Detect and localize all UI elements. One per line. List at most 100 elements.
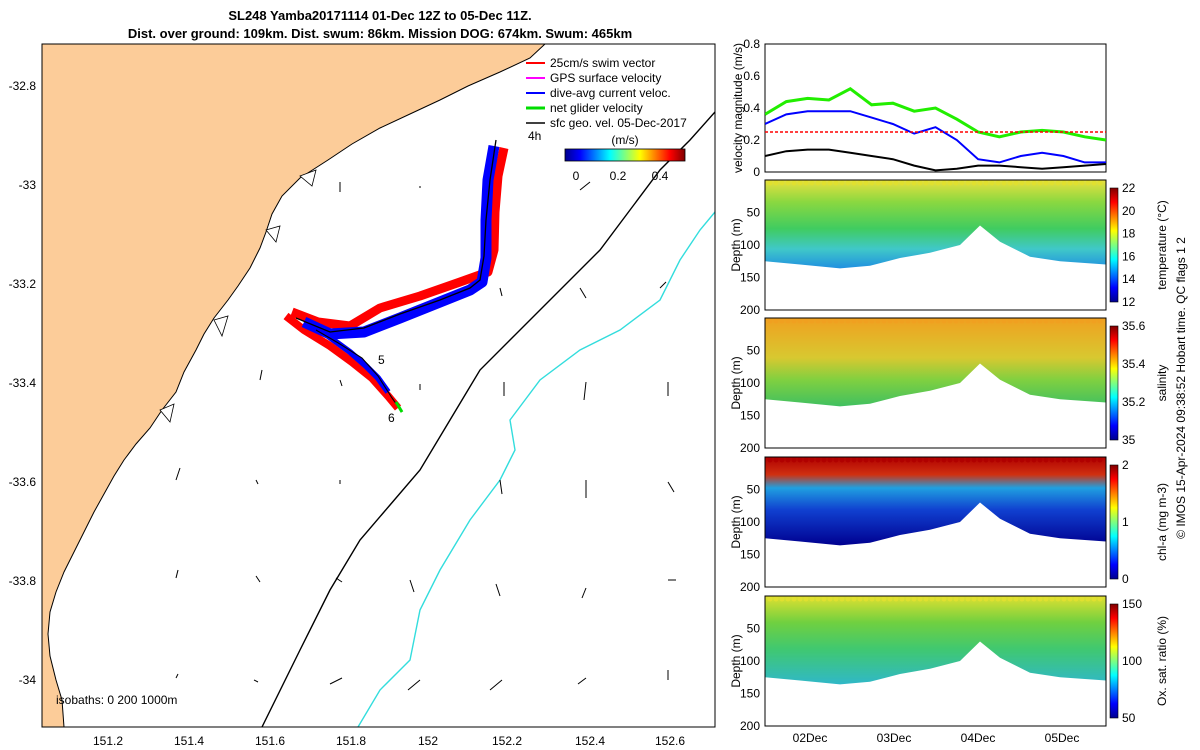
- date-tick: 04Dec: [961, 731, 996, 745]
- sample-dot: [851, 180, 857, 186]
- colorbar-tick: 2: [1122, 458, 1129, 472]
- map-title-line2: Dist. over ground: 109km. Dist. swum: 86…: [128, 26, 632, 41]
- colorbar-tick: 22: [1122, 181, 1136, 195]
- sample-dot: [1073, 457, 1079, 463]
- map-y-axis: -32.8 -33 -33.2 -33.4 -33.6 -33.8 -34: [9, 79, 37, 687]
- date-tick: 03Dec: [877, 731, 912, 745]
- sample-dot: [881, 318, 887, 324]
- sample-dot: [851, 318, 857, 324]
- map-frame: [41, 43, 716, 728]
- sample-dot: [1097, 596, 1103, 602]
- map-y-tick: -33.2: [9, 277, 37, 291]
- sample-dot: [1079, 318, 1085, 324]
- sample-dot: [839, 457, 845, 463]
- sample-dot: [953, 596, 959, 602]
- sample-dot: [1097, 457, 1103, 463]
- sample-dot: [929, 457, 935, 463]
- colorbar-label: temperature (°C): [1155, 200, 1169, 290]
- section-field-chla: [765, 457, 1106, 546]
- sample-dot: [779, 596, 785, 602]
- sample-dot: [803, 596, 809, 602]
- sample-dot: [1091, 596, 1097, 602]
- map-y-tick: -33: [19, 178, 37, 192]
- sample-dot: [995, 318, 1001, 324]
- colorbar-label: Ox. sat. ratio (%): [1155, 616, 1169, 706]
- sample-dot: [809, 596, 815, 602]
- sample-dot: [785, 318, 791, 324]
- sample-dot: [1037, 457, 1043, 463]
- sample-dot: [1061, 318, 1067, 324]
- map-x-tick: 152.6: [655, 734, 685, 748]
- sample-dot: [995, 180, 1001, 186]
- sample-dot: [965, 596, 971, 602]
- section-field-temperature: [765, 180, 1106, 269]
- depth-tick: 100: [740, 376, 760, 390]
- sample-dot: [803, 180, 809, 186]
- depth-tick: 200: [740, 580, 760, 594]
- depth-tick: 100: [740, 654, 760, 668]
- sample-dot: [1001, 180, 1007, 186]
- credit-text: © IMOS 15-Apr-2024 09:38:52 Hobart time.…: [1174, 237, 1188, 539]
- sample-dot: [815, 318, 821, 324]
- sample-dot: [785, 596, 791, 602]
- sample-dot: [881, 596, 887, 602]
- sample-dot: [1007, 457, 1013, 463]
- sample-dot: [857, 180, 863, 186]
- glider-track-return: [315, 329, 403, 413]
- sample-dot: [821, 457, 827, 463]
- land-mass: [42, 44, 546, 727]
- vel-y-tick: 0.6: [743, 69, 760, 83]
- sample-dot: [1073, 180, 1079, 186]
- sample-dot: [1055, 596, 1061, 602]
- colorbar-tick: 12: [1122, 295, 1136, 309]
- sample-dot: [767, 318, 773, 324]
- sample-dot: [851, 596, 857, 602]
- sample-dot: [899, 180, 905, 186]
- depth-tick: 50: [747, 206, 761, 220]
- colorbar-tick: 1: [1122, 515, 1129, 529]
- colorbar-tick-1: 0.2: [610, 169, 627, 183]
- depth-tick: 150: [740, 548, 760, 562]
- sample-dot: [929, 318, 935, 324]
- sample-dot: [863, 318, 869, 324]
- sample-dot: [977, 180, 983, 186]
- sample-dot: [797, 318, 803, 324]
- section-frame: [764, 179, 1107, 311]
- sample-dot: [905, 318, 911, 324]
- sample-dot: [1049, 318, 1055, 324]
- sample-dot: [1049, 180, 1055, 186]
- sample-dot: [833, 596, 839, 602]
- sample-dot: [923, 180, 929, 186]
- sample-dot: [971, 596, 977, 602]
- sample-dot: [797, 457, 803, 463]
- sample-dot: [767, 596, 773, 602]
- sample-dot: [893, 457, 899, 463]
- sample-dot: [857, 596, 863, 602]
- sample-dot: [791, 596, 797, 602]
- sample-dot: [797, 596, 803, 602]
- colorbar-tick: 35.6: [1122, 319, 1146, 333]
- sample-dot: [935, 180, 941, 186]
- sample-dot: [875, 180, 881, 186]
- date-tick: 05Dec: [1045, 731, 1080, 745]
- sample-dot: [863, 457, 869, 463]
- depth-tick: 150: [740, 687, 760, 701]
- vel-y-tick: 0.2: [743, 133, 760, 147]
- sample-dot: [773, 318, 779, 324]
- section-frame: [764, 317, 1107, 449]
- sample-dot: [887, 596, 893, 602]
- sample-dot: [887, 457, 893, 463]
- depth-tick: 50: [747, 483, 761, 497]
- section-colorbar: [1109, 325, 1119, 441]
- colorbar-tick: 150: [1122, 597, 1142, 611]
- sample-dot: [833, 318, 839, 324]
- sample-dot: [827, 596, 833, 602]
- sample-dot: [815, 457, 821, 463]
- sample-dot: [1013, 596, 1019, 602]
- sample-dot: [941, 180, 947, 186]
- sample-dot: [977, 596, 983, 602]
- map-y-tick: -34: [19, 673, 37, 687]
- map-title-line1: SL248 Yamba20171114 01-Dec 12Z to 05-Dec…: [228, 8, 531, 23]
- section-frame: [764, 595, 1107, 727]
